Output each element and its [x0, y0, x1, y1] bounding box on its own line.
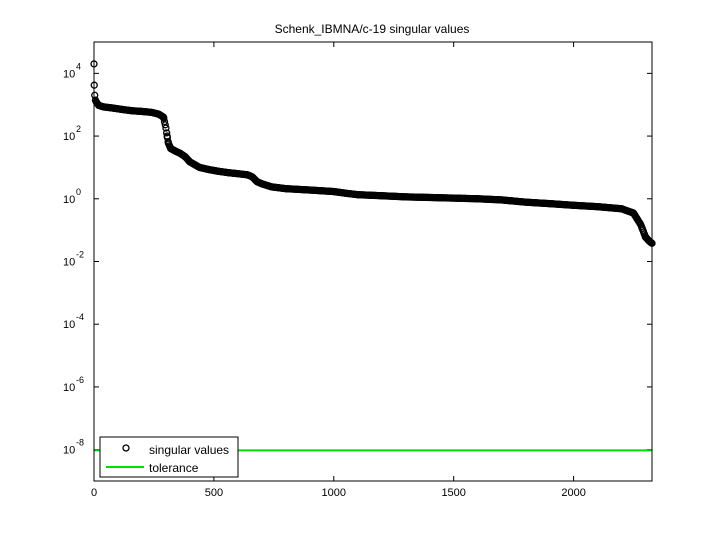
x-axis-ticks: 0 500 1000 1500 2000 [91, 42, 586, 499]
legend-marker-singular-values [122, 444, 130, 452]
chart-title: Schenk_IBMNA/c-19 singular values [275, 22, 470, 36]
y-tick-label: 10 [63, 194, 75, 206]
legend-label-tolerance: tolerance [149, 461, 199, 475]
plot-area-frame [93, 41, 653, 482]
y-tick-label: 10 [63, 131, 75, 143]
x-tick-label: 0 [91, 487, 97, 499]
y-tick-label: 10 [63, 445, 75, 457]
y-tick-label: 10 [63, 257, 75, 269]
x-tick-label: 1500 [441, 487, 465, 499]
y-tick-label-exponent: -4 [76, 312, 84, 322]
legend-label-singular-values: singular values [149, 443, 229, 457]
singular-value-point [163, 129, 171, 137]
x-tick-label: 1000 [322, 487, 346, 499]
y-tick-label-exponent: 2 [76, 124, 81, 134]
x-tick-label: 500 [205, 487, 223, 499]
singular-value-point [162, 124, 170, 132]
singular-value-point [160, 117, 169, 126]
singular-value-point [91, 91, 99, 99]
legend: singular values tolerance [99, 436, 239, 478]
legend-box [99, 436, 239, 478]
singular-value-point [161, 121, 169, 129]
y-tick-label: 10 [63, 319, 75, 331]
y-tick-label-exponent: 0 [76, 187, 81, 197]
y-tick-label: 10 [63, 68, 75, 80]
y-tick-label-exponent: -6 [76, 375, 84, 385]
y-tick-label: 10 [63, 382, 75, 394]
singular-value-points [90, 60, 656, 247]
y-tick-label-exponent: 4 [76, 61, 81, 71]
x-tick-label: 2000 [561, 487, 585, 499]
y-tick-label-exponent: -8 [76, 438, 84, 448]
singular-value-point [160, 114, 168, 122]
y-tick-label-exponent: -2 [76, 250, 84, 260]
